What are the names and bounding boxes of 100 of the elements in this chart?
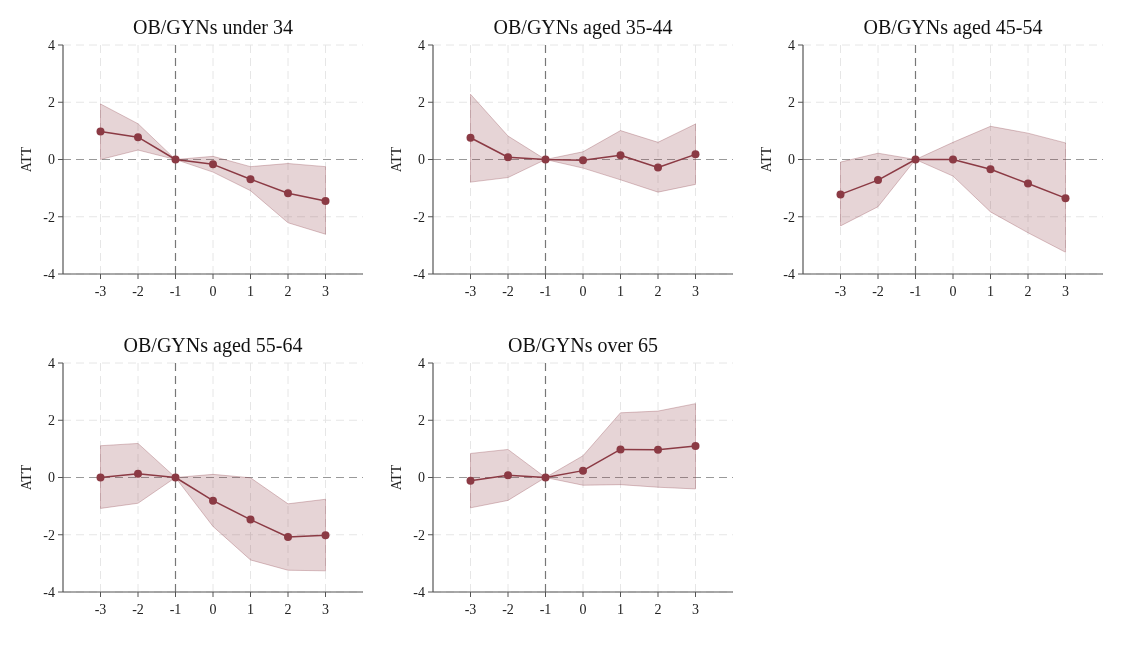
- x-tick-label: -1: [539, 602, 552, 617]
- point: [504, 153, 512, 162]
- x-tick-label: 0: [209, 284, 217, 299]
- x-tick-label: -3: [94, 284, 107, 299]
- y-tick-label: -2: [413, 209, 425, 225]
- chart-title: OB/GYNs aged 45-54: [863, 16, 1043, 39]
- y-tick-label: -2: [783, 209, 795, 225]
- x-tick-label: -2: [502, 602, 514, 617]
- y-tick-label: 4: [48, 37, 55, 53]
- point: [466, 476, 475, 485]
- y-axis-title: ATT: [389, 146, 404, 173]
- chart-title: OB/GYNs under 34: [133, 16, 293, 38]
- y-tick-label: 4: [788, 37, 795, 53]
- point: [541, 473, 550, 482]
- point: [1024, 179, 1032, 188]
- point: [986, 165, 995, 174]
- y-tick-label: 2: [788, 95, 795, 111]
- x-tick-label: 3: [1062, 284, 1069, 299]
- point: [1061, 194, 1070, 203]
- y-tick-label: 0: [418, 470, 425, 486]
- x-tick-label: 2: [654, 284, 662, 299]
- point: [691, 442, 700, 451]
- point: [246, 175, 255, 184]
- y-tick-label: -2: [43, 209, 55, 225]
- chart-title: OB/GYNs aged 55-64: [123, 334, 303, 357]
- point: [171, 473, 180, 482]
- x-tick-label: 2: [284, 602, 292, 617]
- point: [504, 471, 512, 480]
- x-tick-label: -1: [169, 284, 182, 299]
- x-tick-label: -1: [909, 284, 922, 299]
- point: [284, 533, 292, 542]
- y-tick-label: 2: [48, 413, 55, 429]
- x-tick-label: -2: [132, 602, 144, 617]
- x-tick-label: 3: [692, 602, 699, 617]
- chart-title: OB/GYNs over 65: [508, 334, 658, 356]
- x-tick-label: -3: [464, 284, 477, 299]
- x-tick-label: 1: [247, 602, 254, 617]
- y-tick-label: 2: [418, 413, 425, 429]
- chart-title: OB/GYNs aged 35-44: [493, 16, 673, 39]
- point: [134, 133, 142, 142]
- point: [691, 150, 700, 159]
- y-axis-title: ATT: [19, 146, 34, 173]
- y-tick-label: -2: [413, 527, 425, 543]
- point: [911, 155, 920, 164]
- point: [616, 445, 625, 454]
- y-tick-label: -2: [43, 527, 55, 543]
- y-tick-label: -4: [413, 266, 425, 282]
- y-tick-label: 4: [48, 355, 55, 371]
- x-tick-label: 0: [579, 602, 587, 617]
- x-tick-label: 0: [949, 284, 957, 299]
- y-tick-label: 2: [418, 95, 425, 111]
- x-tick-label: 1: [617, 284, 624, 299]
- x-tick-label: 1: [617, 602, 624, 617]
- x-tick-label: -3: [94, 602, 107, 617]
- point: [541, 155, 550, 164]
- y-tick-label: -4: [783, 266, 795, 282]
- point: [246, 515, 255, 524]
- y-tick-label: 0: [48, 152, 55, 168]
- point: [284, 189, 292, 198]
- y-tick-label: 4: [418, 37, 425, 53]
- point: [579, 466, 587, 475]
- x-tick-label: 0: [579, 284, 587, 299]
- x-tick-label: -2: [872, 284, 884, 299]
- y-tick-label: 0: [788, 152, 795, 168]
- x-tick-label: 3: [322, 602, 329, 617]
- y-tick-label: -4: [43, 266, 55, 282]
- x-tick-label: 3: [692, 284, 699, 299]
- x-tick-label: 2: [1024, 284, 1032, 299]
- x-tick-label: 2: [654, 602, 662, 617]
- y-tick-label: 2: [48, 95, 55, 111]
- point: [171, 155, 180, 164]
- x-tick-label: -3: [834, 284, 847, 299]
- point: [134, 469, 142, 478]
- x-tick-label: 2: [284, 284, 292, 299]
- y-axis-title: ATT: [759, 146, 774, 173]
- x-tick-label: 1: [987, 284, 994, 299]
- x-tick-label: -3: [464, 602, 477, 617]
- point: [321, 197, 330, 206]
- y-tick-label: -4: [413, 584, 425, 600]
- point: [616, 151, 625, 160]
- y-axis-title: ATT: [389, 464, 404, 491]
- x-tick-label: 0: [209, 602, 217, 617]
- point: [209, 160, 217, 169]
- point: [579, 156, 587, 165]
- point: [96, 127, 105, 136]
- y-tick-label: 4: [418, 355, 425, 371]
- point: [209, 496, 217, 505]
- x-tick-label: -1: [169, 602, 182, 617]
- y-tick-label: 0: [418, 152, 425, 168]
- point: [321, 531, 330, 540]
- x-tick-label: -2: [132, 284, 144, 299]
- point: [654, 163, 662, 172]
- x-tick-label: 3: [322, 284, 329, 299]
- y-axis-title: ATT: [19, 464, 34, 491]
- point: [96, 473, 105, 482]
- x-tick-label: 1: [247, 284, 254, 299]
- x-tick-label: -2: [502, 284, 514, 299]
- point: [836, 190, 845, 199]
- y-tick-label: 0: [48, 470, 55, 486]
- point: [949, 155, 957, 164]
